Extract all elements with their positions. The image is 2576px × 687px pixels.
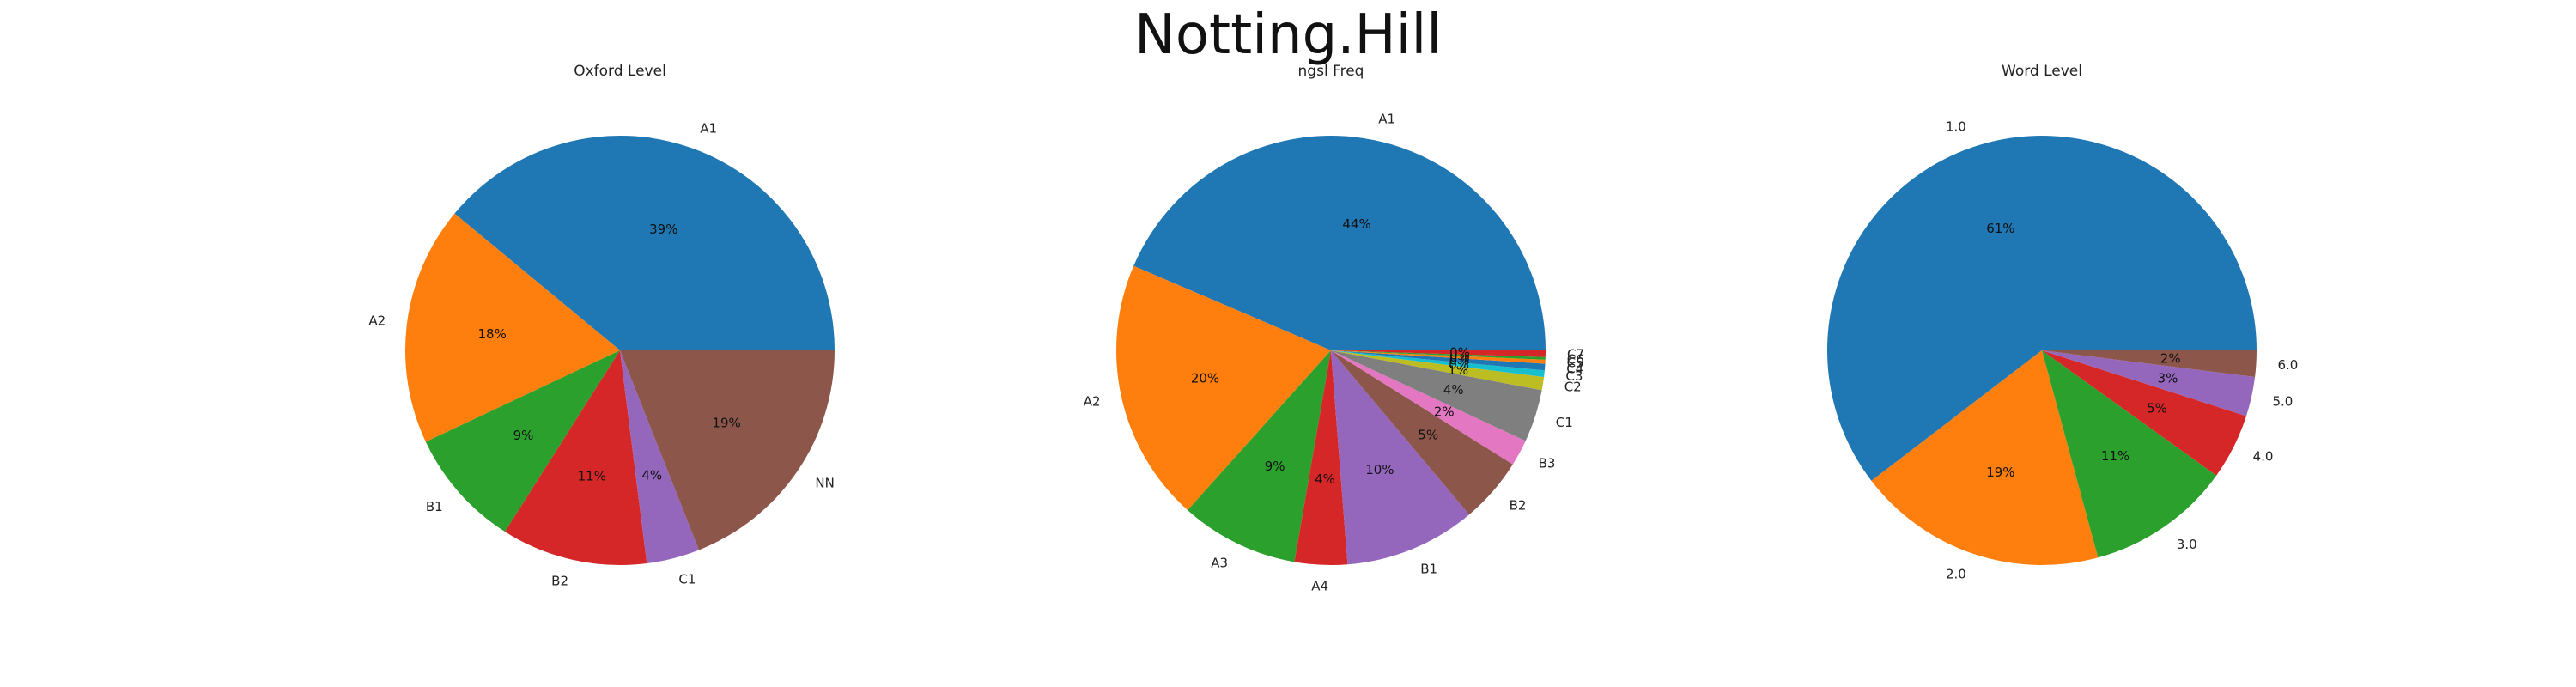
pie-slice-4-0 <box>2042 350 2246 476</box>
slice-percent-label: 0% <box>1449 344 1470 360</box>
pie-chart-word-level: Word Level 1.0 61% 2.0 19% 3.0 11% 4.0 5% 5.0 3% 6.… <box>1826 63 2299 582</box>
slice-label: C7 <box>1567 346 1584 362</box>
pie-slice-b1 <box>425 350 620 532</box>
figure-title: Notting.Hill <box>1134 3 1442 67</box>
pie-slice-c2 <box>1331 350 1545 391</box>
pie-slice-nn <box>620 350 835 550</box>
pie-chart-ngsl-freq: ngsl Freq A1 44% A2 20% A3 9% A4 4% B1 10% B2 5% B3 2%… <box>1084 63 1584 594</box>
slice-label: 4.0 <box>2253 449 2274 465</box>
slice-label: C1 <box>678 571 696 587</box>
pie-slice-c1 <box>620 350 700 564</box>
pie-slice-3-0 <box>2042 350 2217 558</box>
pie-slice-a4 <box>1294 350 1348 565</box>
pie-slice-a2 <box>1115 265 1331 511</box>
slice-label: B1 <box>426 499 443 514</box>
pie-slice-5-0 <box>2042 350 2256 416</box>
pie-slice-c3 <box>1331 350 1545 378</box>
slice-percent-label: 3% <box>2158 370 2178 386</box>
pie-slice-6-0 <box>2042 350 2257 378</box>
slice-percent-label: 19% <box>1986 465 2014 480</box>
slice-percent-label: 4% <box>1315 471 1335 487</box>
slice-label: C1 <box>1556 415 1573 430</box>
pie-title: Word Level <box>2002 63 2082 80</box>
slice-label: A2 <box>368 313 386 329</box>
slice-label: 6.0 <box>2278 357 2299 373</box>
pie-slice-1-0 <box>1826 136 2257 481</box>
slice-percent-label: 11% <box>2101 448 2129 464</box>
slice-label: 2.0 <box>1946 567 1966 582</box>
pie-slice-2-0 <box>1871 350 2099 565</box>
slice-label: C4 <box>1566 361 1583 376</box>
slice-percent-label: 19% <box>712 415 740 430</box>
slice-percent-label: 18% <box>478 326 507 342</box>
slice-percent-label: 2% <box>1434 404 1455 420</box>
pie-slice-b3 <box>1331 350 1526 465</box>
slice-percent-label: 5% <box>1418 427 1438 442</box>
slice-label: A1 <box>1378 112 1395 127</box>
slice-label: B1 <box>1420 562 1437 577</box>
slice-percent-label: 2% <box>2160 350 2181 366</box>
pie-title: Oxford Level <box>574 63 666 80</box>
slice-label: A4 <box>1311 579 1328 594</box>
pie-slice-a3 <box>1188 350 1331 562</box>
slice-percent-label: 10% <box>1365 462 1394 477</box>
slice-label: NN <box>815 476 834 491</box>
pie-slice-c4 <box>1331 350 1546 371</box>
slice-label: 5.0 <box>2273 393 2293 409</box>
slice-percent-label: 9% <box>513 428 534 443</box>
slice-percent-label: 4% <box>641 467 662 483</box>
pie-slice-a1 <box>1133 135 1546 350</box>
slice-label: A1 <box>700 120 717 136</box>
slice-label: B2 <box>1510 497 1527 513</box>
slice-label: C3 <box>1565 368 1583 384</box>
pie-chart-oxford-level: Oxford Level A1 39% A2 18% B1 9% B2 11% C1 4% NN 19% <box>368 63 835 588</box>
slice-label: 3.0 <box>2177 537 2197 552</box>
slice-percent-label: 20% <box>1191 370 1219 386</box>
slice-percent-label: 44% <box>1342 216 1370 232</box>
slice-percent-label: 5% <box>2147 401 2167 416</box>
slice-label: C6 <box>1567 351 1584 367</box>
pie-slice-b1 <box>1331 350 1470 565</box>
slice-percent-label: 11% <box>578 468 606 483</box>
slice-label: C2 <box>1564 380 1582 395</box>
pie-slice-c6 <box>1331 350 1546 360</box>
pie-slice-c1 <box>1331 350 1542 441</box>
pie-slice-c5 <box>1331 350 1546 364</box>
pie-slice-c7 <box>1331 350 1546 357</box>
slice-percent-label: 39% <box>649 222 677 237</box>
pie-slice-b2 <box>1331 350 1513 515</box>
slice-percent-label: 9% <box>1265 459 1285 474</box>
slice-label: B2 <box>551 573 568 588</box>
pie-slice-a2 <box>404 213 620 442</box>
slice-label: A3 <box>1211 556 1228 571</box>
slice-label: B3 <box>1539 455 1556 471</box>
slice-percent-label: 61% <box>1986 221 2014 236</box>
pie-slice-a1 <box>454 135 835 350</box>
slice-label: A2 <box>1084 393 1101 409</box>
pie-title: ngsl Freq <box>1298 63 1364 80</box>
slice-percent-label: 4% <box>1443 382 1464 398</box>
slice-label: C5 <box>1567 356 1584 371</box>
slice-label: 1.0 <box>1946 119 1966 135</box>
pie-slice-b2 <box>505 350 647 566</box>
